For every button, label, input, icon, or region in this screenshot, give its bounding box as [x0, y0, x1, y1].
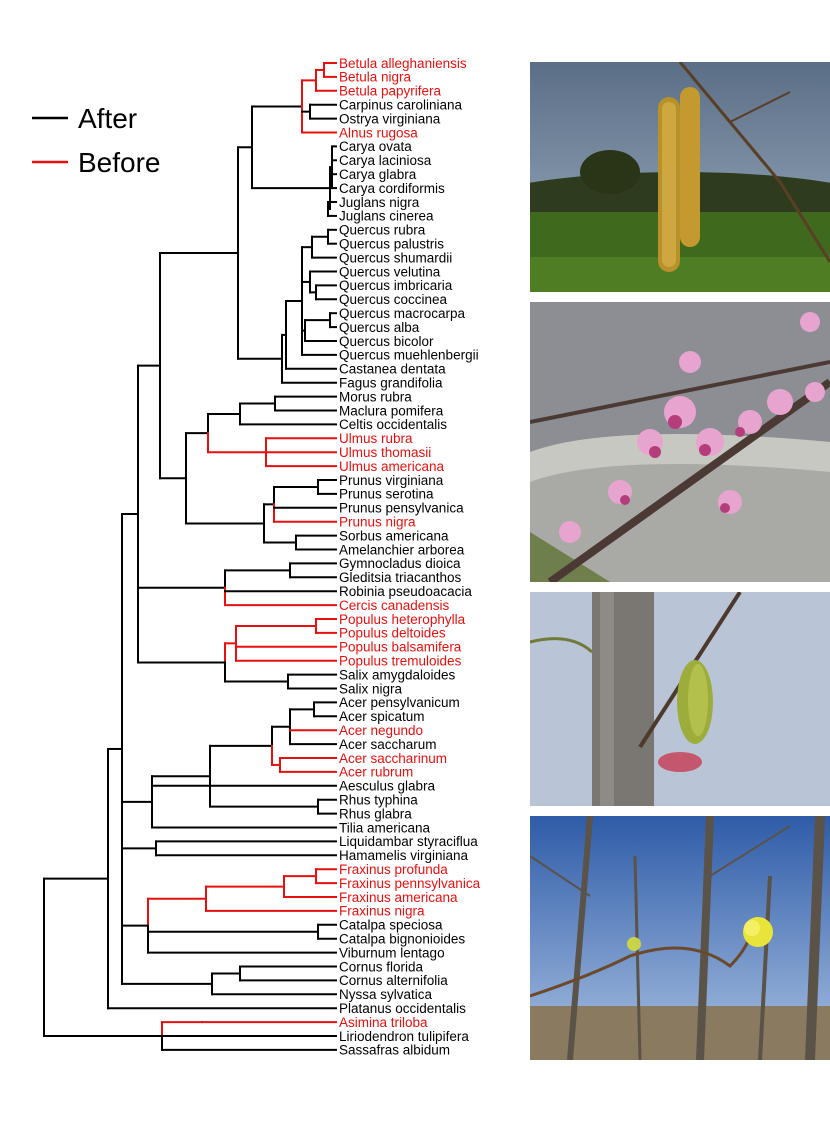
yellow-flower-bud-photo	[530, 816, 830, 1060]
legend: After Before	[32, 103, 161, 178]
tip-label: Fraxinus profunda	[339, 862, 448, 877]
tip-label: Prunus virginiana	[339, 473, 444, 488]
tip-label: Quercus macrocarpa	[339, 306, 466, 321]
tip-label: Ulmus thomasii	[339, 445, 431, 460]
tip-label: Prunus nigra	[339, 515, 416, 530]
tip-label: Nyssa sylvatica	[339, 987, 433, 1002]
tip-label: Hamamelis virginiana	[339, 848, 469, 863]
tip-label: Ostrya virginiana	[339, 111, 441, 126]
tip-label: Quercus rubra	[339, 223, 426, 238]
tip-label: Juglans nigra	[339, 195, 420, 210]
tip-label: Maclura pomifera	[339, 403, 444, 418]
tip-label: Morus rubra	[339, 389, 412, 404]
tip-label: Populus tremuloides	[339, 654, 462, 669]
tip-label: Rhus glabra	[339, 806, 412, 821]
tip-label: Acer spicatum	[339, 709, 425, 724]
tip-label: Ulmus rubra	[339, 431, 413, 446]
tip-label: Sorbus americana	[339, 528, 449, 543]
tip-label: Liquidambar styraciflua	[339, 834, 478, 849]
tip-label: Quercus coccinea	[339, 292, 448, 307]
tip-label: Quercus palustris	[339, 237, 444, 252]
tip-label: Carpinus caroliniana	[339, 98, 463, 113]
tip-label: Acer saccharinum	[339, 751, 447, 766]
tip-label: Ulmus americana	[339, 459, 445, 474]
tip-label: Viburnum lentago	[339, 945, 445, 960]
tip-label: Gymnocladus dioica	[339, 556, 461, 571]
tip-label: Salix amygdaloides	[339, 667, 456, 682]
tip-label: Juglans cinerea	[339, 209, 434, 224]
tip-label: Asimina triloba	[339, 1015, 428, 1030]
tip-label: Fraxinus pennsylvanica	[339, 876, 481, 891]
tip-label: Acer rubrum	[339, 765, 413, 780]
tip-label: Populus heterophylla	[339, 612, 466, 627]
tip-label: Aesculus glabra	[339, 779, 436, 794]
tip-label: Prunus serotina	[339, 487, 434, 502]
tip-label: Cornus florida	[339, 959, 424, 974]
tip-label: Quercus muehlenbergii	[339, 348, 479, 363]
tip-label: Quercus bicolor	[339, 334, 434, 349]
tip-label: Populus deltoides	[339, 626, 446, 641]
tip-label: Carya laciniosa	[339, 153, 432, 168]
tip-label: Alnus rugosa	[339, 125, 418, 140]
birch-catkins-photo	[530, 62, 830, 292]
tip-label: Populus balsamifera	[339, 640, 462, 655]
tip-label: Salix nigra	[339, 681, 403, 696]
tip-label: Quercus alba	[339, 320, 420, 335]
tip-label: Cornus alternifolia	[339, 973, 448, 988]
green-catkin-photo	[530, 592, 830, 806]
tip-label: Liriodendron tulipifera	[339, 1029, 469, 1044]
legend-label-before: Before	[78, 147, 161, 178]
tip-label: Cercis canadensis	[339, 598, 450, 613]
tip-label: Amelanchier arborea	[339, 542, 465, 557]
tree-branches	[43, 62, 337, 1051]
legend-label-after: After	[78, 103, 137, 134]
tip-label: Castanea dentata	[339, 362, 446, 377]
phylogenetic-tree: After Before Betula alleghaniensisBetula…	[32, 56, 481, 1058]
tip-label: Prunus pensylvanica	[339, 501, 464, 516]
tip-label: Quercus shumardii	[339, 250, 452, 265]
tip-label: Carya glabra	[339, 167, 417, 182]
tip-label: Carya cordiformis	[339, 181, 445, 196]
tip-label: Betula papyrifera	[339, 84, 442, 99]
tip-label: Fraxinus nigra	[339, 904, 425, 919]
tip-label: Platanus occidentalis	[339, 1001, 466, 1016]
tip-label: Fagus grandifolia	[339, 376, 443, 391]
tip-label: Catalpa bignonioides	[339, 932, 465, 947]
tip-label: Tilia americana	[339, 820, 431, 835]
tip-label: Quercus velutina	[339, 264, 441, 279]
tip-label: Betula alleghaniensis	[339, 56, 467, 71]
redbud-flowers-photo	[530, 302, 830, 582]
tip-label: Betula nigra	[339, 70, 412, 85]
tip-label: Rhus typhina	[339, 793, 418, 808]
tip-label: Acer negundo	[339, 723, 423, 738]
tip-label: Sassafras albidum	[339, 1043, 450, 1058]
tip-label: Quercus imbricaria	[339, 278, 453, 293]
tip-label: Acer pensylvanicum	[339, 695, 460, 710]
tip-label: Fraxinus americana	[339, 890, 458, 905]
tip-label: Acer saccharum	[339, 737, 437, 752]
tip-label: Gleditsia triacanthos	[339, 570, 462, 585]
tip-label: Celtis occidentalis	[339, 417, 447, 432]
tip-label: Carya ovata	[339, 139, 412, 154]
tip-label: Catalpa speciosa	[339, 918, 443, 933]
tip-label: Robinia pseudoacacia	[339, 584, 472, 599]
